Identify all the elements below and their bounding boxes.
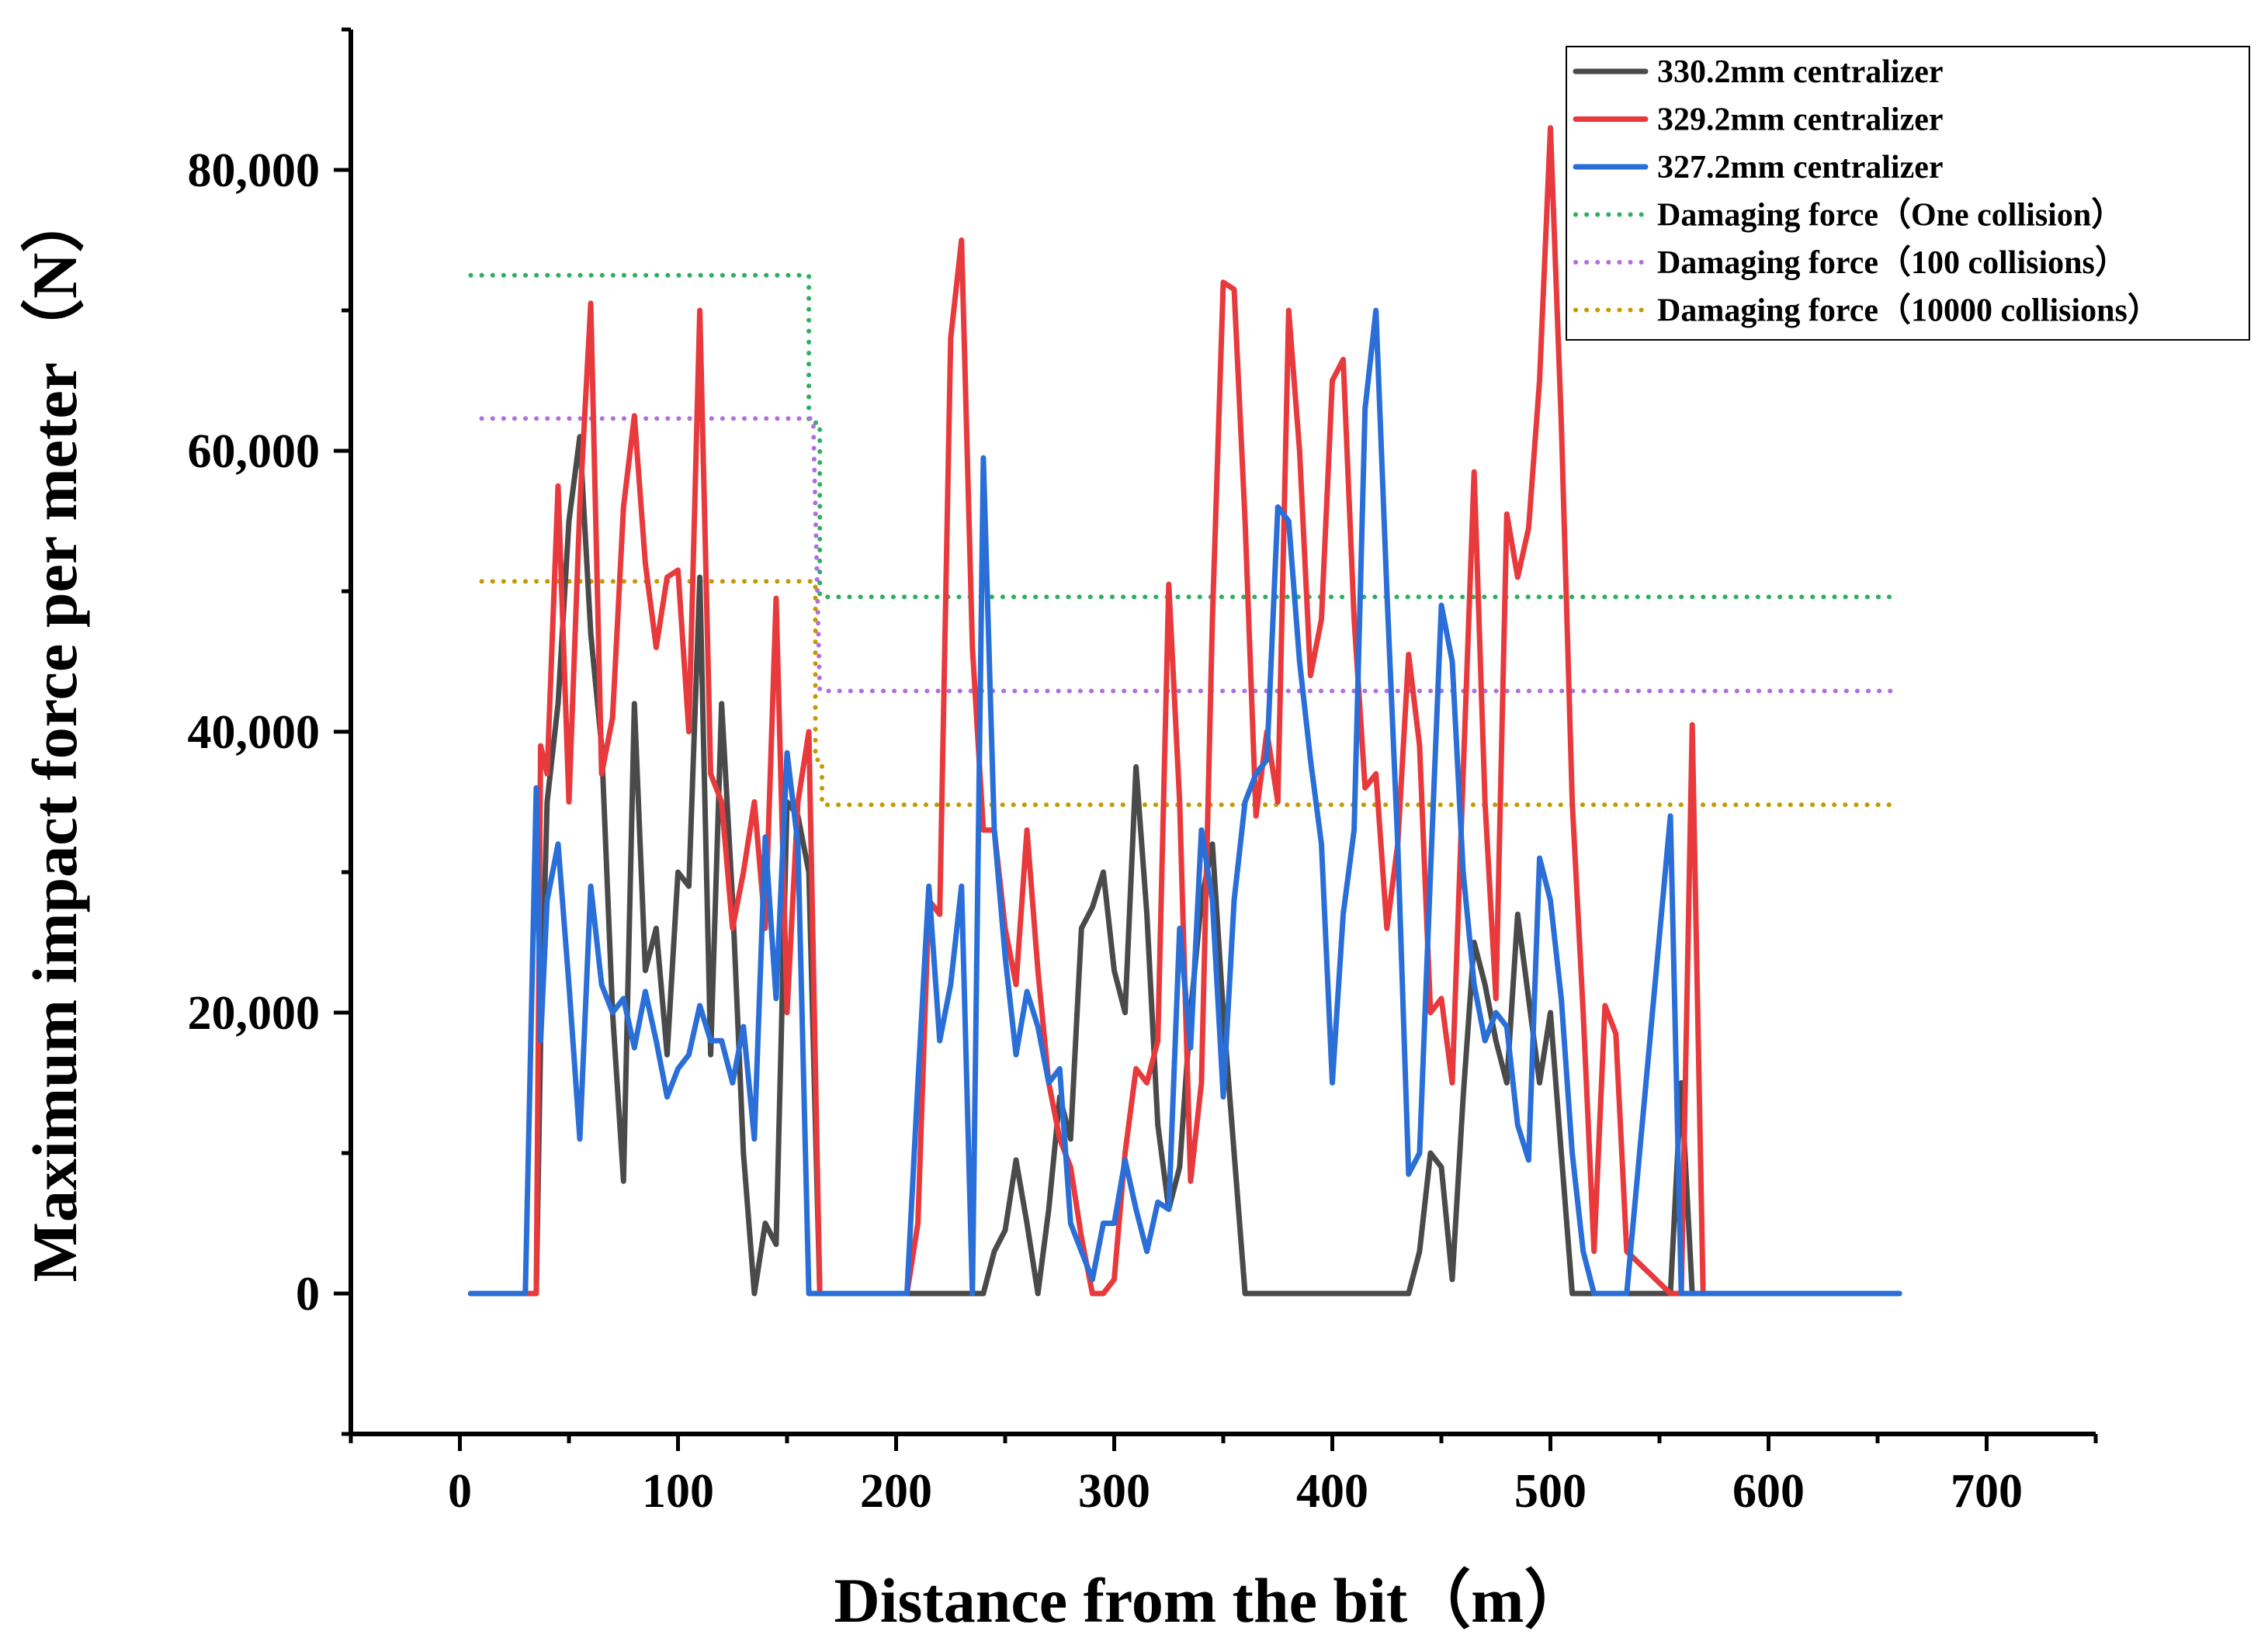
- ticks: 0 100 200 300 400 500 600 700 0 20,000 40,000 60,00…: [188, 27, 2098, 1518]
- x-tick-label: 100: [642, 1465, 714, 1518]
- x-axis-title: Distance from the bit（m）: [834, 1565, 1588, 1636]
- legend-box: [1566, 46, 2250, 341]
- x-tick-label: 400: [1296, 1465, 1368, 1518]
- y-tick-label: 40,000: [188, 706, 321, 759]
- legend: 330.2mm centralizer 329.2mm centralizer 32…: [1566, 46, 2250, 341]
- y-tick-label: 20,000: [188, 987, 321, 1040]
- legend-label-3: 327.2mm centralizer: [1657, 150, 1944, 185]
- legend-label-6: Damaging force（10000 collisions）: [1657, 293, 2160, 329]
- x-tick-label: 0: [448, 1465, 472, 1518]
- x-tick-label: 600: [1732, 1465, 1805, 1518]
- x-tick-label: 200: [860, 1465, 932, 1518]
- y-tick-label: 60,000: [188, 425, 321, 478]
- x-tick-label: 300: [1078, 1465, 1150, 1518]
- legend-label-5: Damaging force（100 collisions）: [1657, 244, 2128, 281]
- series-line-4: [468, 272, 1902, 600]
- series-line-2: [468, 125, 1902, 1297]
- legend-label-4: Damaging force（One collision）: [1657, 197, 2124, 234]
- y-tick-label: 80,000: [188, 144, 321, 197]
- series-lines: [468, 125, 1902, 1297]
- series-line-5: [479, 416, 1902, 694]
- series-line-6: [479, 579, 1902, 808]
- y-axis-title: Maximum impact force per meter（N）: [19, 189, 90, 1283]
- legend-label-1: 330.2mm centralizer: [1657, 54, 1944, 90]
- series-line-3: [468, 307, 1902, 1297]
- x-tick-label: 700: [1951, 1465, 2023, 1518]
- x-tick-label: 500: [1514, 1465, 1587, 1518]
- y-tick-label: 0: [296, 1268, 320, 1321]
- legend-label-2: 329.2mm centralizer: [1657, 102, 1944, 138]
